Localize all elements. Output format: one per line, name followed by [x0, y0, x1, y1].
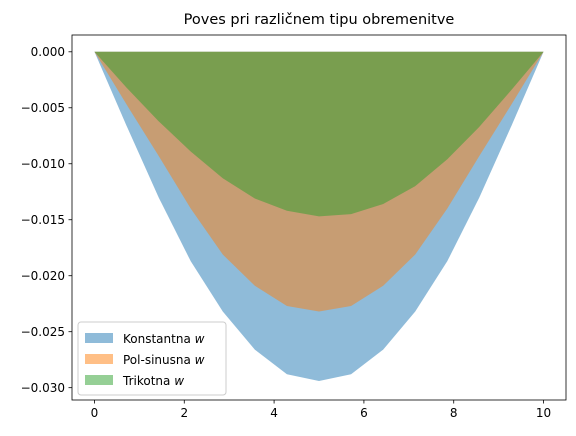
legend-label: Konstantna w: [123, 332, 205, 346]
legend-label-text: Pol-sinusna: [123, 353, 195, 367]
x-tick-label: 6: [360, 406, 368, 420]
x-tick-label: 10: [536, 406, 551, 420]
y-tick-label: −0.030: [21, 381, 65, 395]
legend-swatch: [85, 354, 113, 364]
x-tick-label: 4: [270, 406, 278, 420]
y-tick-label: −0.015: [21, 213, 65, 227]
y-tick-label: 0.000: [31, 45, 65, 59]
y-tick-label: −0.025: [21, 325, 65, 339]
plot-areas: [94, 51, 544, 381]
y-tick-label: −0.020: [21, 269, 65, 283]
plot-frame: [71, 34, 567, 401]
area-series-2: [94, 51, 544, 217]
legend-swatch: [85, 333, 113, 343]
y-tick-label: −0.005: [21, 101, 65, 115]
legend-label: Pol-sinusna w: [123, 353, 205, 367]
x-tick-label: 0: [91, 406, 99, 420]
legend-label-variable: w: [195, 332, 205, 346]
legend-swatch: [85, 375, 113, 385]
legend-label: Trikotna w: [122, 374, 184, 388]
legend-box: [77, 321, 227, 396]
legend-label-text: Trikotna: [122, 374, 174, 388]
x-tick-label: 8: [450, 406, 458, 420]
x-tick-label: 2: [180, 406, 188, 420]
legend-label-variable: w: [174, 374, 184, 388]
legend-label-variable: w: [195, 353, 205, 367]
chart-title: Poves pri različnem tipu obremenitve: [184, 12, 455, 28]
y-tick-label: −0.010: [21, 157, 65, 171]
legend-label-text: Konstantna: [123, 332, 195, 346]
axes: 0 2 4 6 8 10 0.000 −0.005 −0.010 −0.015 −0.020 −0.0…: [21, 34, 567, 420]
